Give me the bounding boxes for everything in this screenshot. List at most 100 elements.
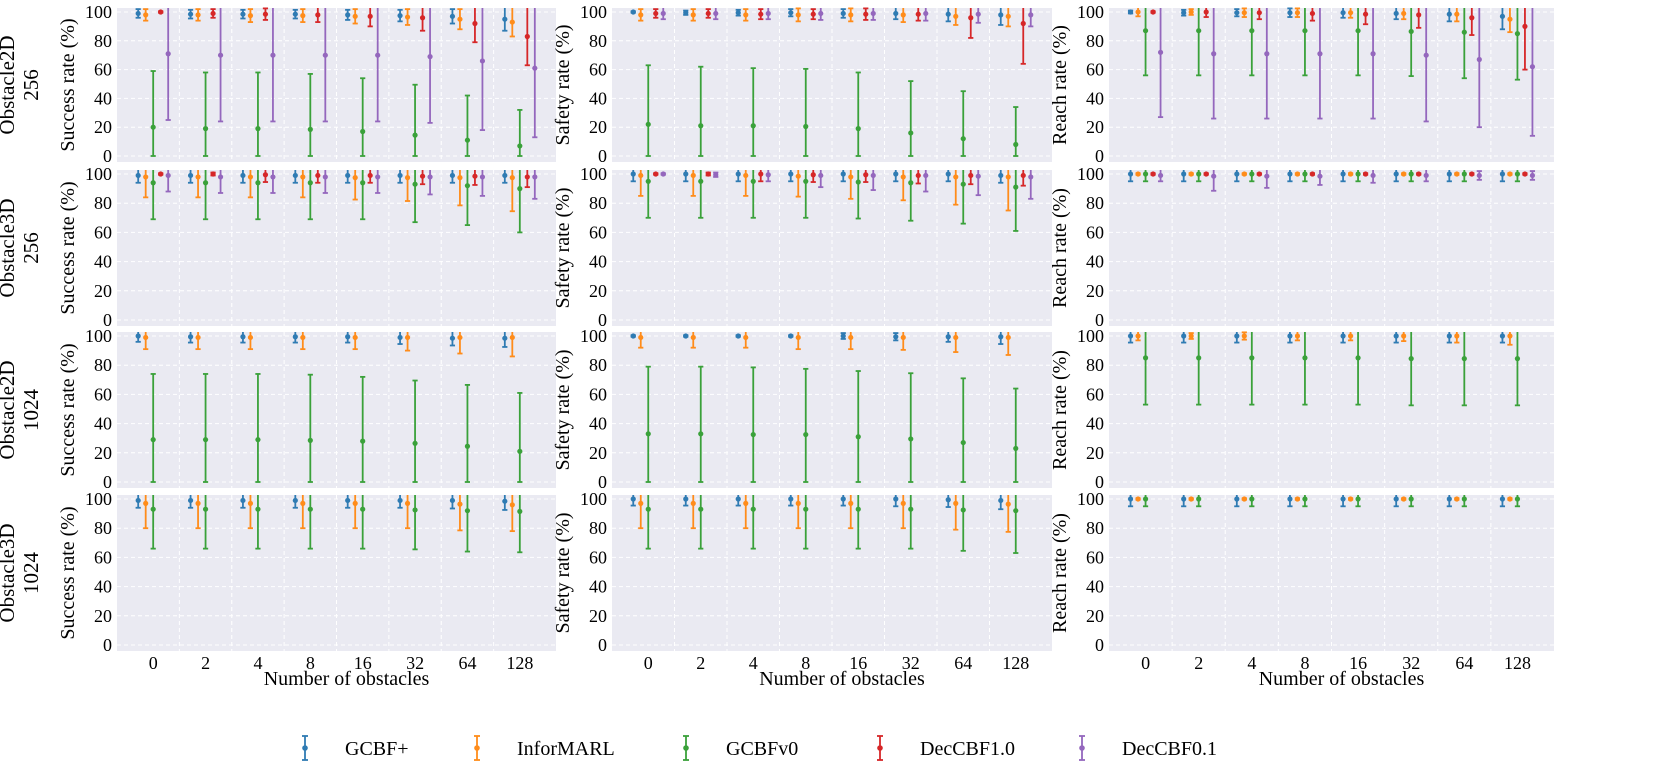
data-point bbox=[638, 172, 644, 179]
data-point bbox=[870, 172, 876, 179]
data-point bbox=[713, 10, 719, 17]
data-point bbox=[367, 172, 373, 179]
y-axis-label: Success rate (%) bbox=[57, 506, 79, 639]
data-point bbox=[1454, 496, 1460, 502]
data-point bbox=[1256, 171, 1262, 177]
panel-1-reach: 0 20 40 60 80 100 Reach rate (%) bbox=[1049, 2, 1554, 166]
x-tick-label: 32 bbox=[1402, 653, 1420, 673]
y-tick-label: 0 bbox=[103, 310, 112, 330]
data-point bbox=[795, 334, 801, 341]
data-point bbox=[1188, 496, 1194, 502]
y-tick-label: 80 bbox=[1086, 355, 1104, 375]
x-tick-label: 2 bbox=[696, 653, 705, 673]
data-point bbox=[150, 180, 156, 186]
data-point bbox=[270, 52, 276, 58]
y-tick-label: 60 bbox=[94, 384, 112, 404]
data-point bbox=[788, 496, 794, 502]
legend-marker-dot bbox=[683, 745, 689, 751]
data-point bbox=[1302, 28, 1308, 34]
data-point bbox=[975, 11, 981, 17]
data-point bbox=[653, 171, 659, 177]
series-gcbfv0 bbox=[645, 365, 1019, 483]
data-point bbox=[998, 334, 1004, 340]
series-deccbf0-1 bbox=[660, 170, 1034, 200]
data-point bbox=[1234, 171, 1240, 177]
data-point bbox=[855, 434, 861, 440]
y-tick-label: 20 bbox=[589, 281, 607, 301]
data-point bbox=[412, 181, 418, 187]
x-tick-label: 2 bbox=[1194, 653, 1203, 673]
series-deccbf1-0 bbox=[158, 170, 530, 189]
data-point bbox=[360, 180, 366, 186]
y-tick-label: 20 bbox=[1086, 281, 1104, 301]
data-point bbox=[893, 10, 899, 17]
data-point bbox=[1249, 355, 1255, 361]
data-point bbox=[307, 506, 313, 512]
data-point bbox=[1294, 10, 1301, 16]
data-point bbox=[743, 500, 749, 506]
data-point bbox=[240, 334, 246, 340]
x-tick-label: 16 bbox=[1349, 653, 1367, 673]
data-point bbox=[292, 11, 298, 17]
data-point bbox=[788, 333, 794, 339]
data-point bbox=[165, 51, 171, 57]
data-point bbox=[1362, 171, 1369, 177]
data-point bbox=[502, 172, 508, 179]
data-point bbox=[375, 52, 381, 58]
series-gcbf- bbox=[630, 495, 1004, 511]
y-tick-label: 40 bbox=[589, 88, 607, 108]
data-point bbox=[1461, 356, 1467, 362]
data-point bbox=[1499, 171, 1506, 177]
data-point bbox=[187, 497, 194, 504]
data-point bbox=[1469, 171, 1475, 177]
data-point bbox=[743, 334, 749, 341]
data-point bbox=[1127, 171, 1134, 177]
data-point bbox=[158, 171, 164, 177]
y-tick-label: 60 bbox=[589, 547, 607, 567]
data-point bbox=[1294, 496, 1301, 502]
legend-item-deccbf1-0: DecCBF1.0 bbox=[877, 735, 1015, 761]
data-point bbox=[735, 171, 741, 177]
data-point bbox=[509, 175, 515, 181]
data-point bbox=[1507, 16, 1513, 22]
data-point bbox=[1522, 23, 1528, 29]
data-point bbox=[307, 437, 313, 443]
data-point bbox=[690, 500, 696, 506]
data-point bbox=[1005, 13, 1011, 19]
series-gcbf- bbox=[135, 495, 508, 511]
data-point bbox=[247, 500, 254, 506]
y-tick-label: 80 bbox=[94, 31, 112, 51]
data-point bbox=[352, 175, 358, 181]
data-point bbox=[1203, 9, 1209, 15]
data-point bbox=[1355, 171, 1361, 177]
y-tick-label: 100 bbox=[1077, 2, 1104, 22]
data-point bbox=[1446, 171, 1452, 177]
data-point bbox=[1499, 13, 1506, 19]
y-tick-label: 0 bbox=[1095, 146, 1104, 166]
panel-4-reach: 0 20 40 60 80 100 Reach rate (%) 0 2 4 8 16 32 64 128 N… bbox=[1049, 489, 1554, 690]
x-tick-label: 4 bbox=[1247, 653, 1256, 673]
data-point bbox=[397, 13, 403, 19]
data-point bbox=[1317, 173, 1323, 179]
data-point bbox=[509, 19, 515, 25]
data-point bbox=[1188, 9, 1194, 15]
y-tick-label: 40 bbox=[589, 414, 607, 434]
data-point bbox=[1142, 496, 1149, 502]
data-point bbox=[1302, 496, 1308, 502]
data-point bbox=[900, 174, 906, 180]
data-point bbox=[855, 179, 861, 185]
data-point bbox=[345, 334, 351, 340]
data-point bbox=[1188, 333, 1194, 339]
series-deccbf1-0 bbox=[1150, 8, 1528, 71]
y-tick-label: 80 bbox=[589, 518, 607, 538]
data-point bbox=[472, 173, 478, 179]
data-point bbox=[915, 172, 921, 179]
data-point bbox=[187, 334, 194, 340]
y-tick-label: 60 bbox=[94, 60, 112, 80]
data-point bbox=[1469, 15, 1475, 21]
data-point bbox=[1211, 173, 1217, 179]
data-point bbox=[517, 508, 523, 515]
data-point bbox=[1287, 10, 1293, 16]
data-point bbox=[1416, 12, 1422, 18]
data-point bbox=[1196, 496, 1202, 502]
